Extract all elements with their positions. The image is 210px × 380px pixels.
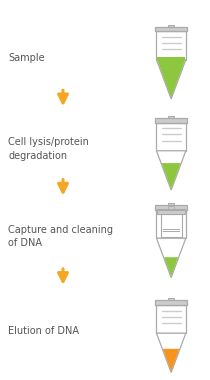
Polygon shape bbox=[161, 163, 181, 190]
Bar bbox=[155, 27, 187, 32]
Polygon shape bbox=[156, 60, 186, 99]
Bar bbox=[156, 123, 186, 151]
Bar bbox=[155, 300, 187, 305]
Polygon shape bbox=[156, 238, 186, 277]
Text: Cell lysis/protein
degradation: Cell lysis/protein degradation bbox=[8, 137, 89, 160]
Bar bbox=[168, 298, 174, 300]
Polygon shape bbox=[156, 151, 186, 190]
Text: Capture and cleaning
of DNA: Capture and cleaning of DNA bbox=[8, 225, 113, 248]
Polygon shape bbox=[164, 257, 179, 277]
Bar bbox=[155, 205, 187, 210]
Bar bbox=[156, 32, 186, 60]
Polygon shape bbox=[156, 333, 186, 372]
Polygon shape bbox=[156, 60, 186, 99]
Bar bbox=[161, 214, 182, 237]
Bar bbox=[168, 206, 174, 209]
Bar bbox=[157, 57, 185, 60]
Polygon shape bbox=[157, 60, 185, 98]
Polygon shape bbox=[163, 349, 179, 371]
Bar bbox=[156, 57, 186, 60]
Bar bbox=[156, 210, 186, 238]
Bar bbox=[168, 203, 174, 205]
Polygon shape bbox=[162, 349, 180, 372]
Polygon shape bbox=[164, 257, 178, 276]
Polygon shape bbox=[162, 163, 181, 189]
Bar bbox=[156, 305, 186, 333]
Bar bbox=[168, 25, 174, 27]
Text: Elution of DNA: Elution of DNA bbox=[8, 326, 79, 336]
Text: Sample: Sample bbox=[8, 53, 45, 63]
Bar bbox=[155, 118, 187, 123]
Bar bbox=[157, 209, 185, 214]
Bar bbox=[168, 116, 174, 118]
